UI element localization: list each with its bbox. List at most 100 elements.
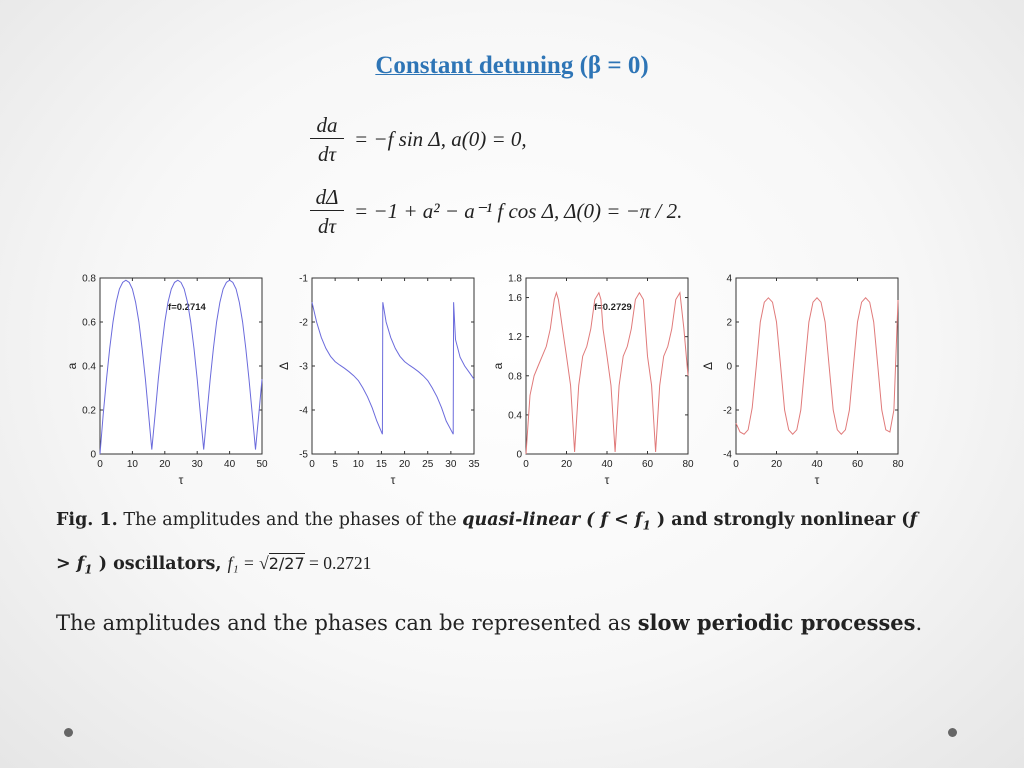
y-axis-label: Δ (277, 362, 291, 370)
equation-2-rhs: = −1 + a² − a⁻¹ f cos Δ, Δ(0) = −π / 2. (354, 199, 683, 223)
x-tick-label: 35 (468, 459, 480, 470)
x-tick-label: 25 (422, 459, 434, 470)
sqrt-symbol: √ (259, 552, 269, 573)
summary-text-plain: The amplitudes and the phases can be rep… (56, 611, 638, 635)
plot-frame (735, 277, 899, 455)
plot-amplitude-quasi-linear: 0 10 20 30 40 50 0 0.2 0.4 0.6 0.8 τ a f=0.2714 (58, 270, 273, 494)
caption-quasi-linear: quasi-linear ( f < f (462, 510, 643, 530)
x-tick-label: 15 (376, 459, 388, 470)
plot-phase-nonlinear: 0 20 40 60 80 -4 -2 0 2 4 τ Δ (694, 270, 909, 494)
y-tick-label: 1.2 (508, 332, 522, 343)
equation-1-numerator: da (316, 113, 338, 137)
y-tick-label: 0 (726, 362, 732, 373)
fraction-bar (310, 138, 344, 139)
fraction-bar (310, 210, 344, 211)
chart-svg: 0 20 40 60 80 -4 -2 0 2 4 τ Δ (701, 274, 904, 488)
slide-title: Constant detuning (β = 0) (0, 52, 1024, 80)
figure-caption: Fig. 1. The amplitudes and the phases of… (56, 502, 976, 588)
y-tick-label: 0.8 (508, 371, 522, 382)
series-line (99, 279, 263, 455)
y-tick-label: 2 (726, 318, 732, 329)
series-line (735, 297, 899, 435)
plot-amplitude-nonlinear: 0 20 40 60 80 0 0.4 0.8 1.2 1.6 1.8 τ a f=0.2729 (484, 270, 699, 494)
y-tick-label: 0.2 (82, 406, 96, 417)
x-tick-label: 0 (733, 459, 739, 470)
equation-1-denominator: dτ (317, 142, 337, 166)
x-tick-label: 30 (445, 459, 457, 470)
y-tick-label: -1 (299, 274, 308, 285)
equation-1-fraction: da dτ (310, 112, 344, 169)
x-tick-label: 30 (192, 459, 204, 470)
caption-line2-b: ) oscillators, (92, 553, 228, 574)
chart-svg: 0 10 20 30 40 50 0 0.2 0.4 0.6 0.8 τ a f=0.2714 (65, 274, 268, 488)
y-tick-label: -3 (299, 362, 308, 373)
chart-svg: 0 20 40 60 80 0 0.4 0.8 1.2 1.6 1.8 τ a f=0.2729 (491, 274, 694, 488)
chart-annotation: f=0.2729 (594, 302, 632, 313)
equation-2-fraction: dΔ dτ (310, 184, 344, 241)
x-tick-label: 50 (256, 459, 268, 470)
plot-phase-quasi-linear: 0 5 10 15 20 25 30 35 -5 -4 -3 -2 -1 τ Δ (270, 270, 485, 494)
equation-2-denominator: dτ (317, 214, 337, 238)
y-tick-label: 1.8 (508, 274, 522, 285)
y-tick-label: -4 (299, 406, 308, 417)
y-tick-label: 0.6 (82, 318, 96, 329)
x-tick-label: 60 (852, 459, 864, 470)
caption-line2-a: > f (56, 553, 85, 574)
x-tick-label: 0 (97, 459, 103, 470)
x-tick-label: 40 (224, 459, 236, 470)
y-axis-label: a (491, 362, 505, 369)
y-tick-label: 0.8 (82, 274, 96, 285)
y-tick-label: 0.4 (508, 410, 522, 421)
y-tick-label: -5 (299, 450, 308, 461)
series-line (525, 290, 689, 455)
y-tick-label: 0 (90, 450, 96, 461)
x-tick-label: 80 (682, 459, 694, 470)
caption-fig-label: Fig. 1. (56, 510, 118, 530)
chart-annotation: f=0.2714 (168, 302, 206, 313)
chart-svg: 0 5 10 15 20 25 30 35 -5 -4 -3 -2 -1 τ Δ (277, 274, 480, 488)
x-tick-label: 40 (811, 459, 823, 470)
x-axis-label: τ (605, 473, 610, 487)
summary-text-end: . (915, 611, 923, 635)
x-tick-label: 0 (523, 459, 529, 470)
plot-frame (99, 277, 263, 455)
x-tick-label: 20 (771, 459, 783, 470)
y-axis-label: a (65, 362, 79, 369)
x-tick-label: 5 (332, 459, 338, 470)
caption-sub-2: 1 (84, 562, 93, 576)
caption-text-1: The amplitudes and the phases of the (117, 510, 463, 530)
caption-sub-1: 1 (642, 518, 651, 533)
slide-decoration-dot-left (64, 728, 73, 737)
y-axis-label: Δ (701, 362, 715, 370)
summary-text: The amplitudes and the phases can be rep… (56, 610, 922, 635)
title-param: (β = 0) (579, 52, 649, 79)
caption-text-2: ) and strongly nonlinear ( (650, 510, 910, 530)
x-tick-label: 20 (561, 459, 573, 470)
caption-eq-end: = 0.2721 (304, 552, 372, 573)
x-axis-label: τ (815, 473, 820, 487)
x-tick-label: 80 (892, 459, 904, 470)
x-tick-label: 20 (399, 459, 411, 470)
x-axis-label: τ (179, 473, 184, 487)
series-line (311, 302, 475, 435)
plot-frame (311, 277, 475, 455)
caption-sqrt-value: 2/27 (268, 552, 305, 573)
y-tick-label: 4 (726, 274, 732, 285)
y-tick-label: -2 (299, 318, 308, 329)
title-main: Constant detuning (375, 52, 574, 79)
x-tick-label: 20 (159, 459, 171, 470)
caption-f-italic: f (909, 510, 918, 530)
x-tick-label: 10 (127, 459, 139, 470)
x-tick-label: 0 (309, 459, 315, 470)
slide-decoration-dot-right (948, 728, 957, 737)
y-tick-label: -2 (723, 406, 732, 417)
summary-text-bold: slow periodic processes (637, 610, 916, 635)
caption-f1-eq: f₁ = (227, 552, 260, 573)
x-axis-label: τ (391, 473, 396, 487)
y-tick-label: -4 (723, 450, 732, 461)
equation-1-rhs: = −f sin Δ, a(0) = 0, (354, 127, 527, 151)
x-tick-label: 60 (642, 459, 654, 470)
y-tick-label: 0.4 (82, 362, 96, 373)
x-tick-label: 10 (353, 459, 365, 470)
